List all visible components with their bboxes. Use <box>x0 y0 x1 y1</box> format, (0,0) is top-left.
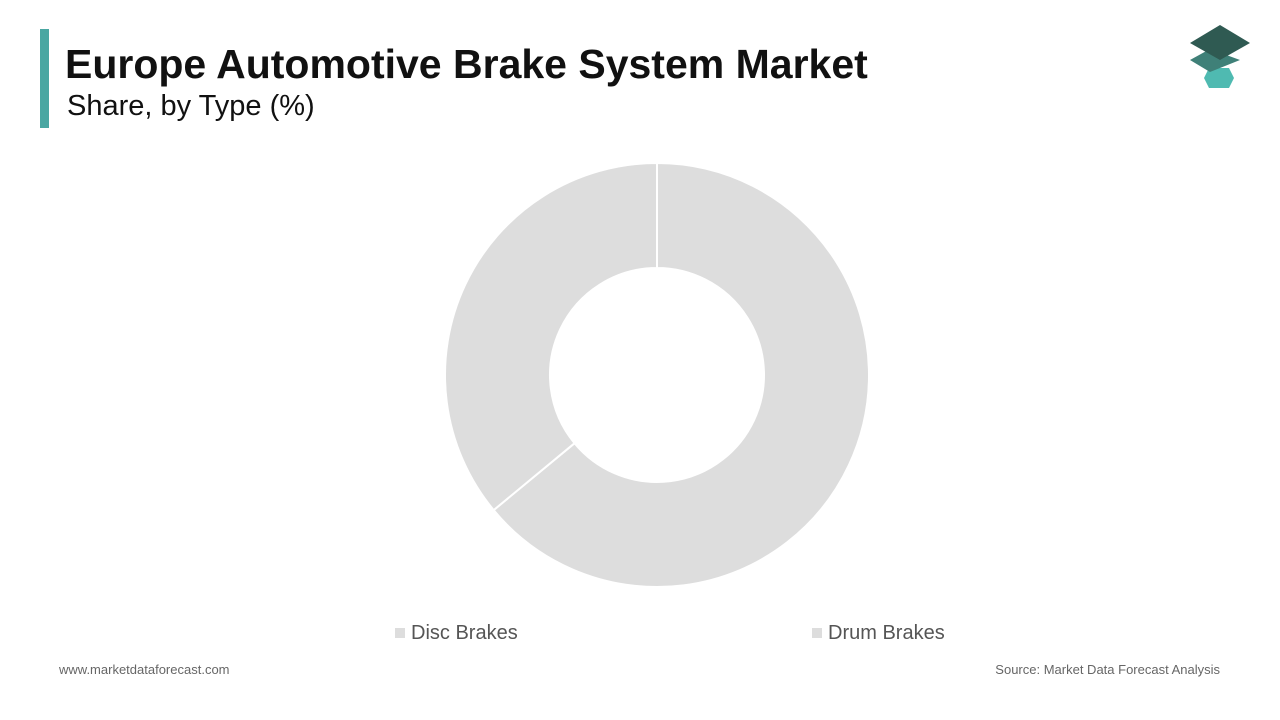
legend-label: Disc Brakes <box>411 622 518 644</box>
donut-slice-drum-brakes <box>444 161 658 512</box>
logo-layer-middle <box>1190 49 1240 72</box>
logo-layer-top <box>1190 25 1250 60</box>
legend-swatch <box>812 628 822 638</box>
chart-subtitle: Share, by Type (%) <box>67 90 315 122</box>
legend-item-disc-brakes: Disc Brakes <box>395 621 518 645</box>
title-accent-bar <box>40 29 49 128</box>
chart-title: Europe Automotive Brake System Market <box>65 41 868 87</box>
legend-item-drum-brakes: Drum Brakes <box>812 621 945 645</box>
source-footer: Source: Market Data Forecast Analysis <box>995 662 1220 677</box>
logo-layer-bottom <box>1204 68 1234 88</box>
brand-logo-icon <box>1190 25 1250 88</box>
legend-label: Drum Brakes <box>828 622 945 644</box>
donut-slice-disc-brakes <box>492 161 870 588</box>
website-footer: www.marketdataforecast.com <box>59 662 230 677</box>
legend-swatch <box>395 628 405 638</box>
